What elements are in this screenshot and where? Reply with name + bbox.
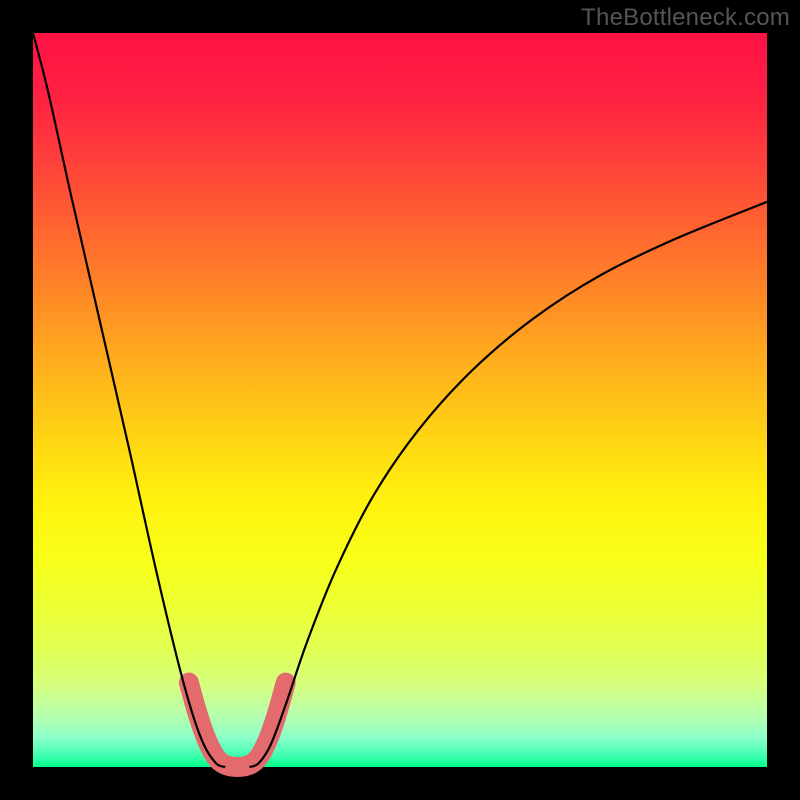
bottleneck-curve-plot <box>0 0 800 800</box>
chart-canvas: TheBottleneck.com <box>0 0 800 800</box>
gradient-background <box>33 33 767 767</box>
watermark-label: TheBottleneck.com <box>581 4 790 32</box>
